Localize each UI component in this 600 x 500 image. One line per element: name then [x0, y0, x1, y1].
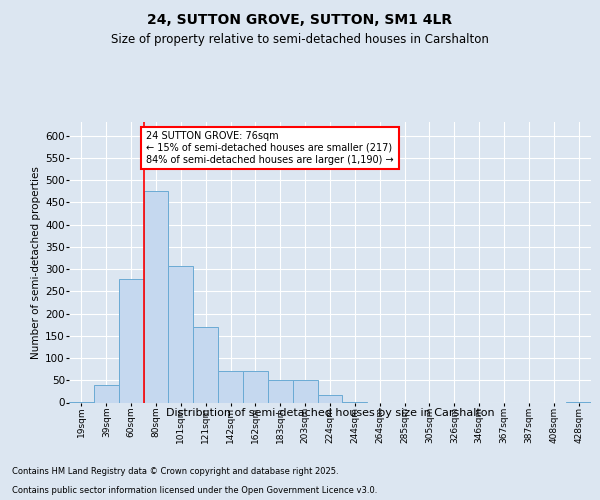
Bar	[169, 266, 193, 402]
Bar	[119, 279, 143, 402]
Y-axis label: Number of semi-detached properties: Number of semi-detached properties	[31, 166, 41, 359]
Bar	[268, 380, 293, 402]
Bar	[317, 395, 343, 402]
Bar	[243, 372, 268, 402]
Text: Size of property relative to semi-detached houses in Carshalton: Size of property relative to semi-detach…	[111, 32, 489, 46]
Bar	[193, 327, 218, 402]
Bar	[218, 370, 243, 402]
Text: 24 SUTTON GROVE: 76sqm
← 15% of semi-detached houses are smaller (217)
84% of se: 24 SUTTON GROVE: 76sqm ← 15% of semi-det…	[146, 132, 394, 164]
Text: Contains public sector information licensed under the Open Government Licence v3: Contains public sector information licen…	[12, 486, 377, 495]
Bar	[293, 380, 317, 402]
Text: Distribution of semi-detached houses by size in Carshalton: Distribution of semi-detached houses by …	[166, 408, 494, 418]
Text: 24, SUTTON GROVE, SUTTON, SM1 4LR: 24, SUTTON GROVE, SUTTON, SM1 4LR	[148, 12, 452, 26]
Text: Contains HM Land Registry data © Crown copyright and database right 2025.: Contains HM Land Registry data © Crown c…	[12, 467, 338, 476]
Bar	[143, 192, 169, 402]
Bar	[94, 384, 119, 402]
